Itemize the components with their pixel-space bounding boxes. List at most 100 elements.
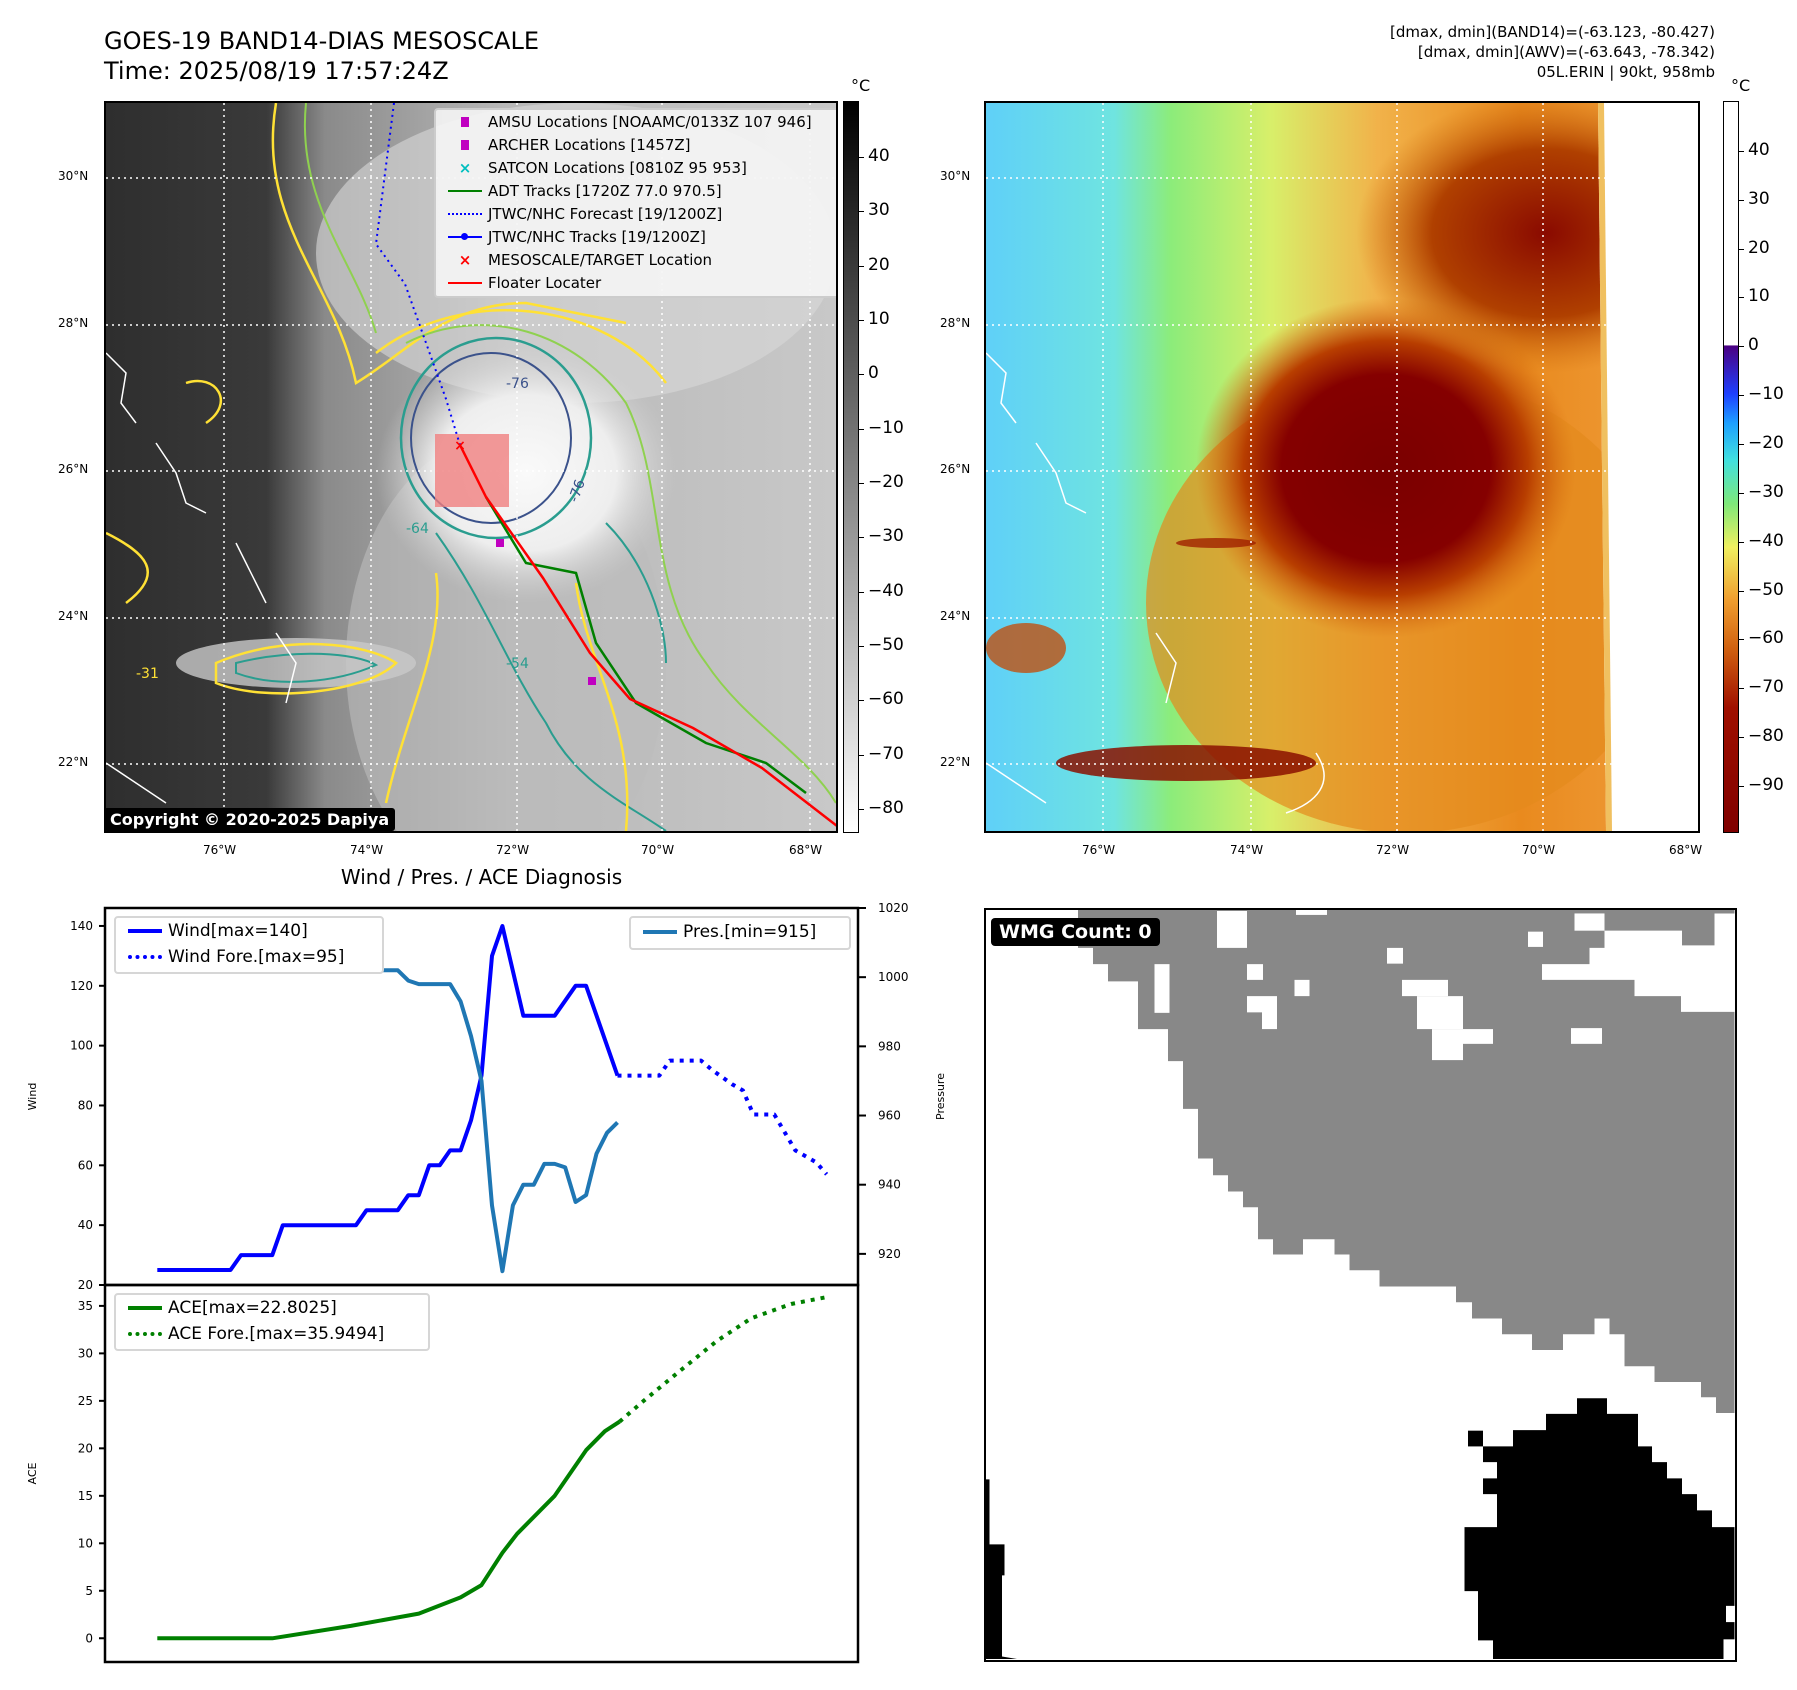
legend-label: Floater Locater [488, 273, 602, 292]
colorbar-tick-label: 0 [868, 363, 879, 384]
colorbar-tick-label: −70 [868, 743, 904, 764]
legend-item-archer: ARCHER Locations [1457Z] [436, 133, 836, 156]
colorbar-tick-label: −70 [1748, 677, 1784, 698]
colorbar-tick-label: −80 [868, 798, 904, 819]
colorbar-tick-label: 20 [868, 254, 890, 275]
y-tick-label: 15 [78, 1489, 93, 1503]
copyright-badge: Copyright © 2020-2025 Dapiya [104, 808, 396, 831]
y-axis-label: ACE [26, 1462, 39, 1484]
legend-label: JTWC/NHC Tracks [19/1200Z] [488, 227, 706, 246]
wmg-count-badge: WMG Count: 0 [991, 918, 1160, 946]
colorbar-tick-label: −90 [1748, 775, 1784, 796]
figure-title: GOES-19 BAND14-DIAS MESOSCALE Time: 2025… [104, 26, 539, 86]
series-line-wind [157, 924, 620, 1272]
contour-label: -31 [136, 666, 159, 682]
legend-label: ACE Fore.[max=35.9494] [168, 1324, 385, 1344]
series-line-wind-fore [617, 1058, 829, 1176]
line-icon [128, 929, 162, 933]
diagnosis-chart: 14012010080604020Wind1020100098096094092… [26, 901, 947, 1664]
colorbar-tick [1739, 492, 1744, 494]
y-tick-label: 20 [78, 1278, 93, 1292]
legend-item-tracks: JTWC/NHC Tracks [19/1200Z] [436, 225, 836, 248]
y-right-tick-label: 920 [878, 1247, 901, 1261]
colorbar-tick [859, 320, 864, 321]
storm-summary: 05L.ERIN | 90kt, 958mb [1536, 63, 1715, 81]
lat-label: 28°N [940, 316, 971, 330]
colorbar-tick-label: 30 [868, 200, 890, 221]
lat-label: 30°N [940, 169, 971, 183]
y-right-tick-label: 940 [878, 1178, 901, 1192]
y-right-tick-label: 980 [878, 1039, 901, 1053]
line-icon [643, 930, 677, 934]
amsu-marker [588, 677, 596, 685]
line-icon [448, 189, 482, 192]
y-tick-label: 35 [78, 1299, 93, 1313]
lon-label: 70°W [641, 843, 675, 857]
enhanced-map-panel [984, 101, 1700, 833]
colorbar-tick-label: −40 [1748, 530, 1784, 551]
line-icon [448, 281, 482, 284]
legend-label: JTWC/NHC Forecast [19/1200Z] [488, 204, 723, 223]
legend-item-floater: Floater Locater [436, 271, 836, 294]
colorbar-tick-label: −60 [868, 689, 904, 710]
legend-item-wind: Wind[max=140] [116, 918, 382, 944]
legend-label: ADT Tracks [1720Z 77.0 970.5] [488, 181, 722, 200]
band14-range: [dmax, dmin](BAND14)=(-63.123, -80.427) [1390, 23, 1715, 41]
colorbar-tick [1739, 199, 1744, 201]
storm-info: [dmax, dmin](BAND14)=(-63.123, -80.427) … [1390, 22, 1715, 82]
legend-label: SATCON Locations [0810Z 95 953] [488, 158, 747, 177]
colorbar-tick [859, 211, 864, 213]
series-line-ace [157, 1420, 621, 1641]
colorbar-tick-label: −20 [1748, 433, 1784, 454]
colorbar-tick-label: 20 [1748, 237, 1770, 258]
lat-label: 22°N [58, 755, 89, 769]
legend-item-ace-forecast: ACE Fore.[max=35.9494] [116, 1321, 428, 1347]
lon-label: 70°W [1522, 843, 1556, 857]
y-tick-label: 10 [78, 1536, 93, 1550]
lon-label: 72°W [1376, 843, 1410, 857]
colorbar-tick [1739, 639, 1744, 641]
wmg-panel [984, 908, 1737, 1662]
legend-label: ARCHER Locations [1457Z] [488, 135, 691, 154]
colorbar-tick [859, 591, 864, 593]
colorbar-tick-label: −50 [868, 635, 904, 656]
colorbar-tick [1739, 541, 1744, 543]
dotted-line-icon [128, 1332, 162, 1336]
lat-label: 24°N [940, 609, 971, 623]
legend-label: MESOSCALE/TARGET Location [488, 250, 713, 269]
lat-label: 24°N [58, 609, 89, 623]
contour-label: -76 [506, 376, 529, 392]
colorbar-tick [859, 700, 864, 702]
line-dot-icon [448, 232, 482, 240]
y-tick-label: 5 [85, 1584, 93, 1598]
wind-legend: Wind[max=140] Wind Fore.[max=95] [114, 916, 384, 974]
lon-label: 72°W [496, 843, 530, 857]
legend-label: AMSU Locations [NOAAMC/0133Z 107 946] [488, 112, 812, 131]
colorbar-tick-label: 40 [1748, 139, 1770, 160]
ir-map-panel: × -76 -76 -64 -54 -31 AMSU Locations [NO… [104, 101, 838, 833]
legend-label: Wind[max=140] [168, 921, 308, 941]
lon-label: 74°W [350, 843, 384, 857]
target-marker: × [454, 438, 466, 454]
legend-label: Pres.[min=915] [683, 922, 817, 942]
colorbar-tick [859, 537, 864, 539]
colorbar-tick-label: −20 [868, 472, 904, 493]
y-tick-label: 30 [78, 1346, 93, 1360]
chart-title: Wind / Pres. / ACE Diagnosis [340, 865, 623, 889]
contour-label: -64 [406, 521, 429, 537]
colorbar-tick-label: −30 [1748, 481, 1784, 502]
legend-item-amsu: AMSU Locations [NOAAMC/0133Z 107 946] [436, 110, 836, 133]
colorbar-tick [1739, 444, 1744, 446]
y-axis-label: Wind [26, 1083, 39, 1111]
lat-label: 26°N [940, 462, 971, 476]
y-tick-label: 100 [70, 1039, 93, 1053]
colorbar-tick-label: −10 [868, 417, 904, 438]
lon-label: 76°W [203, 843, 237, 857]
colorbar-tick [859, 646, 864, 648]
y-tick-label: 60 [78, 1158, 93, 1172]
legend-item-pressure: Pres.[min=915] [631, 918, 849, 946]
wmg-mask [986, 910, 1735, 1660]
colorbar-tick-label: −60 [1748, 628, 1784, 649]
colorbar-tick [1739, 297, 1744, 299]
colorbar-unit: °C [1731, 76, 1751, 95]
